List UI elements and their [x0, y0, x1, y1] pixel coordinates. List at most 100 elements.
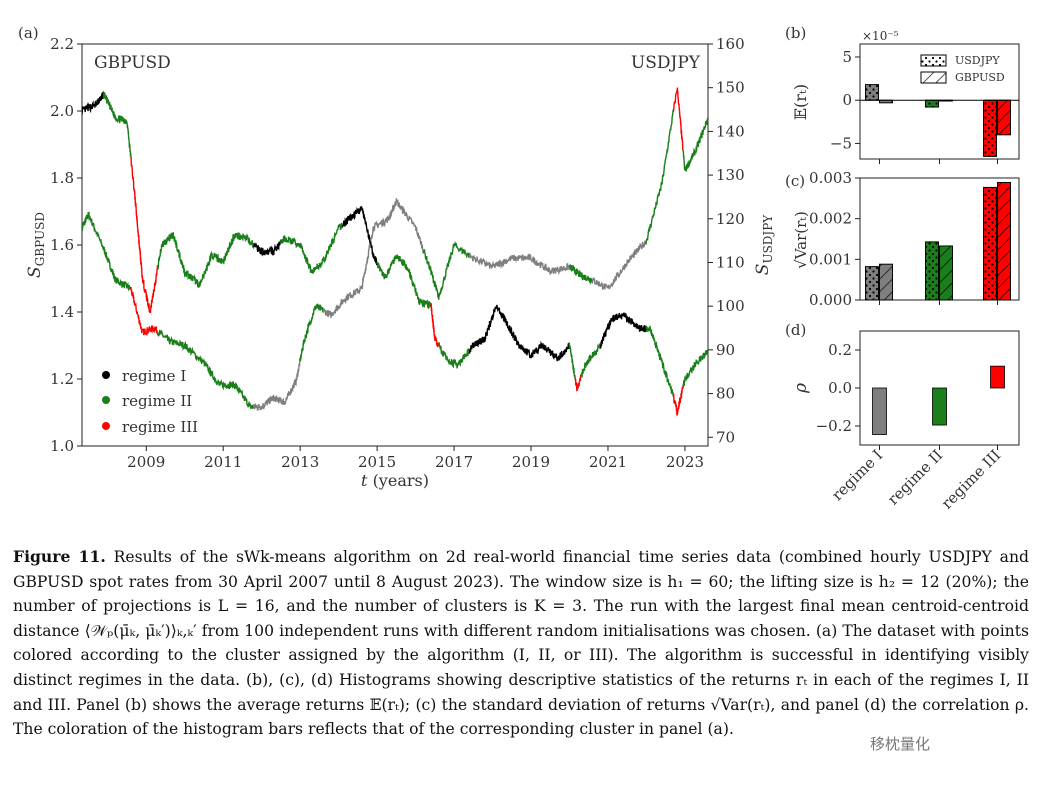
- legend-swatch-usdjpy: [920, 54, 947, 67]
- bar-pattern: [879, 263, 893, 301]
- legend-label-regime-1: regime I: [122, 367, 186, 385]
- ytick-label: 0: [842, 91, 852, 109]
- bar-pattern: [997, 99, 1011, 136]
- usdjpy-segment-12: [682, 117, 708, 172]
- usdjpy-segment-5: [322, 198, 424, 319]
- svg-text:SGBPUSD: SGBPUSD: [25, 212, 47, 278]
- bar-rho-regime-1: [872, 387, 887, 435]
- ytick-label: 5: [842, 48, 852, 66]
- bar-pattern: [983, 99, 997, 157]
- panel-d-bars: [872, 365, 1005, 435]
- bar-pattern: [925, 241, 939, 301]
- xlabel: t (years): [361, 471, 429, 490]
- xtick-label: 2019: [512, 453, 550, 471]
- gbpusd-segment-4: [253, 239, 282, 257]
- ytick-label: 0.000: [809, 291, 852, 309]
- ytick-label: −0.2: [816, 417, 852, 435]
- gbpusd-segment-16: [672, 386, 684, 417]
- panel-d-label: (d): [785, 321, 806, 339]
- ytick-right-label: 70: [716, 428, 735, 446]
- watermark: 移枕量化: [870, 735, 931, 753]
- gbpusd-segment-9: [438, 341, 471, 369]
- usdjpy-segment-8: [568, 264, 594, 285]
- xtick-label: 2009: [127, 453, 165, 471]
- legend-label-usdjpy: USDJPY: [955, 54, 1000, 67]
- panel-d-ticks: −0.2 0.0 0.2: [816, 341, 998, 450]
- figure-caption: Figure 11. Results of the sWk-means algo…: [13, 545, 1029, 742]
- gbpusd-segment-15: [645, 325, 674, 397]
- panel-c-ylabel: √Var(rₜ): [792, 211, 810, 269]
- gbpusd-segment-11: [568, 342, 576, 379]
- ytick-left-label: 2.0: [50, 102, 74, 120]
- panel-a-series: [82, 87, 708, 417]
- panel-b-ticks: −5 0 5: [830, 48, 998, 164]
- xtick-label: 2023: [666, 453, 704, 471]
- gbpusd-segment-5: [280, 222, 344, 275]
- bar-pattern: [939, 245, 953, 301]
- gbpusd-segment-13: [580, 342, 601, 378]
- gbpusd-segment-3: [156, 231, 255, 289]
- ytick-label: −5: [830, 134, 852, 152]
- gbpusd-segment-2: [130, 156, 159, 314]
- panel-a-label: (a): [18, 24, 39, 42]
- bar-pattern: [925, 99, 939, 108]
- bar-pattern: [983, 186, 997, 301]
- usdjpy-segment-6: [422, 240, 471, 300]
- ytick-right-label: 100: [716, 297, 745, 315]
- ytick-right-label: 80: [716, 385, 735, 403]
- figure: (a) 1.0 1.2 1.4 1.6 1.8 2.0 2.2 70 80 90 100 110 120…: [18, 24, 1020, 513]
- gbpusd-segment-6: [341, 205, 378, 266]
- ytick-label: 0.2: [828, 341, 852, 359]
- usdjpy-segment-4: [299, 303, 324, 362]
- usdjpy-segment-2: [156, 329, 255, 410]
- ytick-right-label: 130: [716, 166, 745, 184]
- legend-marker-regime-3: [102, 422, 110, 430]
- legend-swatch-gbpusd: [920, 71, 947, 84]
- gbpusd-segment-1: [103, 92, 132, 158]
- xtick-label: 2011: [204, 453, 242, 471]
- ytick-left-label: 1.2: [50, 370, 74, 388]
- caption-text: Results of the sWk-means algorithm on 2d…: [13, 548, 1029, 739]
- regime-legend: regime I regime II regime III: [102, 367, 198, 436]
- legend-marker-regime-2: [102, 396, 110, 404]
- category-label-regime-1: regime I: [828, 446, 886, 504]
- panel-b-exponent: ×10⁻⁵: [862, 29, 899, 43]
- panel-d-ylabel: ρ: [791, 383, 811, 394]
- usdjpy-segment-7: [468, 252, 570, 276]
- ytick-label: 0.002: [809, 210, 852, 228]
- ytick-right-label: 150: [716, 79, 745, 97]
- bar-pattern: [865, 266, 879, 301]
- ytick-right-label: 120: [716, 210, 745, 228]
- ytick-left-label: 1.4: [50, 303, 74, 321]
- svg-text:SUSDJPY: SUSDJPY: [753, 214, 775, 275]
- panel-b-legend: USDJPY GBPUSD: [920, 54, 1005, 84]
- panel-a-ticks: 1.0 1.2 1.4 1.6 1.8 2.0 2.2 70 80 90 100 110 120 130 1…: [50, 35, 745, 471]
- bar-rho-regime-3: [990, 365, 1005, 389]
- legend-label-gbpusd: GBPUSD: [955, 71, 1005, 84]
- ytick-left-label: 1.0: [50, 437, 74, 455]
- panel-b-ylabel: 𝔼(rₜ): [791, 84, 810, 120]
- ytick-label: 0.001: [809, 250, 852, 268]
- ytick-right-label: 140: [716, 122, 745, 140]
- panel-c-bars: [865, 182, 1011, 301]
- panel-b-label: (b): [785, 24, 806, 42]
- panel-c-label: (c): [785, 172, 805, 190]
- usdjpy-segment-11: [672, 87, 684, 151]
- legend-label-regime-2: regime II: [122, 392, 192, 410]
- ytick-left-label: 2.2: [50, 35, 74, 53]
- panel-b-bars: [860, 84, 1019, 157]
- ytick-left-label: 1.6: [50, 236, 74, 254]
- caption-label: Figure 11.: [13, 547, 106, 566]
- category-label-regime-3: regime III: [938, 446, 1005, 513]
- ylabel-right: SUSDJPY: [753, 214, 775, 275]
- gbpusd-segment-10: [468, 304, 570, 362]
- ytick-right-label: 160: [716, 35, 745, 53]
- gbpusd-title: GBPUSD: [94, 53, 171, 73]
- ytick-right-label: 110: [716, 253, 745, 271]
- gbpusd-segment-17: [682, 349, 708, 389]
- gbpusd-segment-7: [376, 254, 432, 310]
- legend-marker-regime-1: [102, 371, 110, 379]
- gbpusd-segment-8: [430, 303, 440, 348]
- usdjpy-segment-9: [591, 240, 647, 291]
